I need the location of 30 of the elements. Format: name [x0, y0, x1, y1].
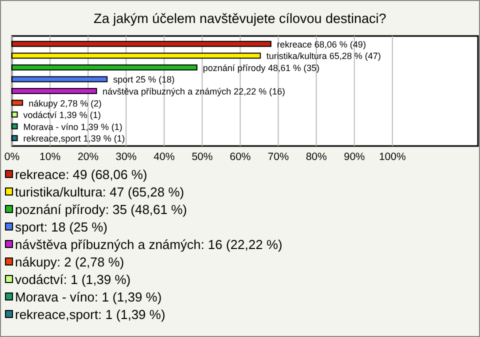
category-label: rekreace 68,06 % (49) — [276, 39, 366, 50]
chart-title: Za jakým účelem navštěvujete cílovou destinaci? — [94, 11, 386, 26]
category-label: Morava - víno 1,39 % (1) — [23, 122, 122, 132]
text: rekreace: 49 (68,06 %) — [15, 167, 148, 182]
x-tick-label: 40% — [154, 151, 175, 163]
category-label: poznání přírody 48,61 % (35) — [202, 62, 320, 73]
x-tick-label: 50% — [192, 151, 213, 163]
text: sport: 18 (25 %) — [15, 220, 108, 234]
text: vodáctví: 1 (1,39 %) — [15, 272, 131, 287]
text: poznání přírody: 35 (48,61 %) — [15, 202, 187, 217]
x-tick-label: 100% — [378, 151, 406, 163]
x-tick-label: 30% — [116, 151, 137, 163]
category-label: sport 25 % (18) — [113, 74, 175, 85]
category-label: návštěva příbuzných a známých 22,22 % (16) — [102, 86, 286, 96]
text: návštěva příbuzných a známých: 16 (22,22 %) — [15, 237, 282, 252]
category-label: turistika/kultura 65,28 % (47) — [266, 51, 381, 62]
x-tick-label: 20% — [78, 151, 99, 163]
text: nákupy: 2 (2,78 %) — [15, 254, 124, 270]
category-label: vodáctví 1,39 % (1) — [23, 110, 101, 120]
category-label: nákupy 2,78 % (2) — [28, 98, 102, 108]
x-tick-label: 0% — [4, 151, 20, 163]
x-tick-label: 60% — [230, 151, 251, 163]
x-tick-label: 10% — [40, 151, 61, 163]
category-label: rekreace,sport 1,39 % (1) — [23, 134, 125, 144]
x-tick-label: 80% — [306, 151, 327, 163]
text: Morava - víno: 1 (1,39 %) — [15, 290, 162, 304]
x-tick-label: 90% — [344, 151, 365, 163]
text: turistika/kultura: 47 (65,28 %) — [15, 184, 184, 200]
x-tick-label: 70% — [268, 151, 289, 163]
text: rekreace,sport: 1 (1,39 %) — [15, 307, 166, 322]
